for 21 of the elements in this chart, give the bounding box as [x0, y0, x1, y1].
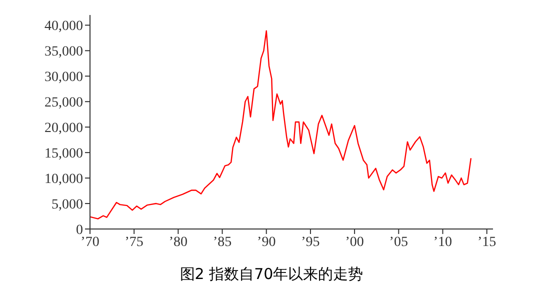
line-series	[90, 30, 472, 220]
y-tick-label: 15,000	[44, 146, 83, 162]
x-tick-label: ’90	[257, 234, 276, 250]
y-tick-label: 10,000	[44, 172, 83, 188]
x-tick-label: ’15	[477, 234, 496, 250]
x-tick-label: ’05	[389, 234, 408, 250]
x-tick-label: ’85	[212, 234, 232, 250]
y-tick-label: 30,000	[44, 70, 83, 86]
y-tick-label: 0	[76, 222, 83, 238]
x-tick-label: ’70	[80, 234, 100, 250]
x-tick-label: ’95	[301, 234, 320, 250]
y-tick-label: 40,000	[44, 19, 83, 34]
y-tick-label: 35,000	[44, 44, 83, 60]
x-tick-label: ’75	[124, 234, 144, 250]
x-tick-label: ’00	[345, 234, 364, 250]
y-tick-label: 25,000	[44, 96, 83, 111]
x-tick-label: ’80	[168, 234, 188, 250]
x-tick-label: ’10	[433, 234, 452, 250]
text: 图2 指数自70年以来的走势	[178, 265, 364, 284]
y-tick-label: 20,000	[44, 121, 83, 136]
y-tick-label: 5,000	[52, 197, 83, 212]
